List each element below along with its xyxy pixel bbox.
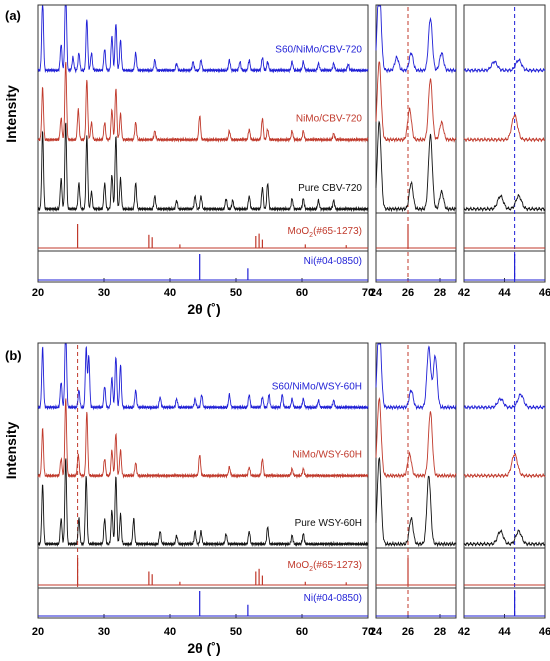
panel-b-zoom2-tick-label: 42: [458, 626, 470, 638]
panel-b-zoom1-series-1: [375, 397, 457, 479]
panel-b-main-tick-label: 30: [98, 626, 110, 638]
panel-b-series-label-0: S60/NiMo/WSY-60H: [272, 381, 362, 392]
panel-a-ref-label-1: Ni(#04-0850): [304, 256, 362, 267]
panel-a-zoom1-series-2: [375, 120, 457, 213]
panel-a-main-tick-label: 20: [32, 287, 44, 299]
panel-a-main-series-0: [37, 5, 369, 74]
panel-b-zoom2-tick-label: 46: [539, 626, 550, 638]
panel-a-zoom2-series-1: [463, 113, 546, 143]
panel-a-label: (a): [5, 8, 21, 23]
panel-b-main-series-2: [37, 458, 369, 548]
panel-b-label: (b): [5, 348, 22, 363]
panel-b-zoom1-frame: [375, 342, 457, 619]
panel-b-series-label-1: NiMo/WSY-60H: [292, 450, 362, 461]
panel-a-ref-label-0: MoO2(#65-1273): [288, 226, 363, 239]
panel-a-series-label-0: S60/NiMo/CBV-720: [275, 44, 362, 55]
panel-a-zoom1-tick-label: 26: [402, 287, 414, 299]
panel-a-zoom2-tick-label: 42: [458, 287, 470, 299]
panel-b-main-frame: [37, 342, 369, 619]
panel-b-ref-label-1: Ni(#04-0850): [304, 593, 362, 604]
panel-b-zoom2-series-0: [463, 393, 546, 411]
panel-a-xlabel: 2θ (˚): [187, 301, 220, 317]
panel-a-main-frame: [37, 4, 369, 283]
panel-b-main-tick-label: 20: [32, 626, 44, 638]
panel-a-main-tick-label: 70: [362, 287, 374, 299]
panel-a-series-label-2: Pure CBV-720: [298, 183, 362, 194]
panel-a-zoom1-tick-label: 24: [370, 287, 383, 299]
panel-a-main-tick-label: 40: [164, 287, 176, 299]
panel-b-ref-label-0: MoO2(#65-1273): [288, 560, 363, 573]
panel-a-main-tick-label: 60: [296, 287, 308, 299]
panel-b-zoom2-series-2: [463, 529, 546, 547]
panel-b-main-series-0: [37, 343, 369, 411]
panel-b-zoom1-series-2: [375, 456, 457, 548]
panel-a-zoom2-series-0: [463, 58, 546, 74]
panel-b-zoom2-frame: [463, 342, 546, 619]
panel-a-zoom2-frame: [463, 4, 546, 283]
panel-a-zoom1-frame: [375, 4, 457, 283]
panel-b-main-tick-label: 50: [230, 626, 242, 638]
panel-b-main-tick-label: 60: [296, 626, 308, 638]
panel-b-zoom1-tick-label: 26: [402, 626, 414, 638]
panel-a-zoom1-series-0: [375, 5, 457, 74]
panel-b-main-tick-label: 70: [362, 626, 374, 638]
panel-a-main-tick-label: 30: [98, 287, 110, 299]
panel-a-ylabel: Intensity: [3, 85, 19, 143]
panel-b-zoom2-series-1: [463, 453, 546, 479]
panel-a-zoom2-tick-label: 46: [539, 287, 550, 299]
panel-b-xlabel: 2θ (˚): [187, 640, 220, 656]
panel-b-zoom2-tick-label: 44: [498, 626, 511, 638]
panel-a-main-series-2: [37, 122, 369, 213]
panel-b-main-tick-label: 40: [164, 626, 176, 638]
panel-a-zoom2-series-2: [463, 194, 546, 212]
panel-a-series-label-1: NiMo/CBV-720: [296, 114, 363, 125]
panel-a-zoom2-tick-label: 44: [498, 287, 511, 299]
panel-b-zoom1-tick-label: 24: [370, 626, 383, 638]
panel-a-zoom1-series-1: [375, 61, 457, 144]
panel-a-main-series-1: [37, 61, 369, 143]
panel-b-zoom1-series-0: [375, 343, 457, 411]
panel-b-ylabel: Intensity: [3, 422, 19, 480]
panel-a-zoom1-tick-label: 28: [434, 287, 446, 299]
panel-b-main-series-1: [37, 398, 369, 479]
panel-a-main-tick-label: 50: [230, 287, 242, 299]
panel-b-series-label-2: Pure WSY-60H: [295, 518, 362, 529]
panel-b-zoom1-tick-label: 28: [434, 626, 446, 638]
